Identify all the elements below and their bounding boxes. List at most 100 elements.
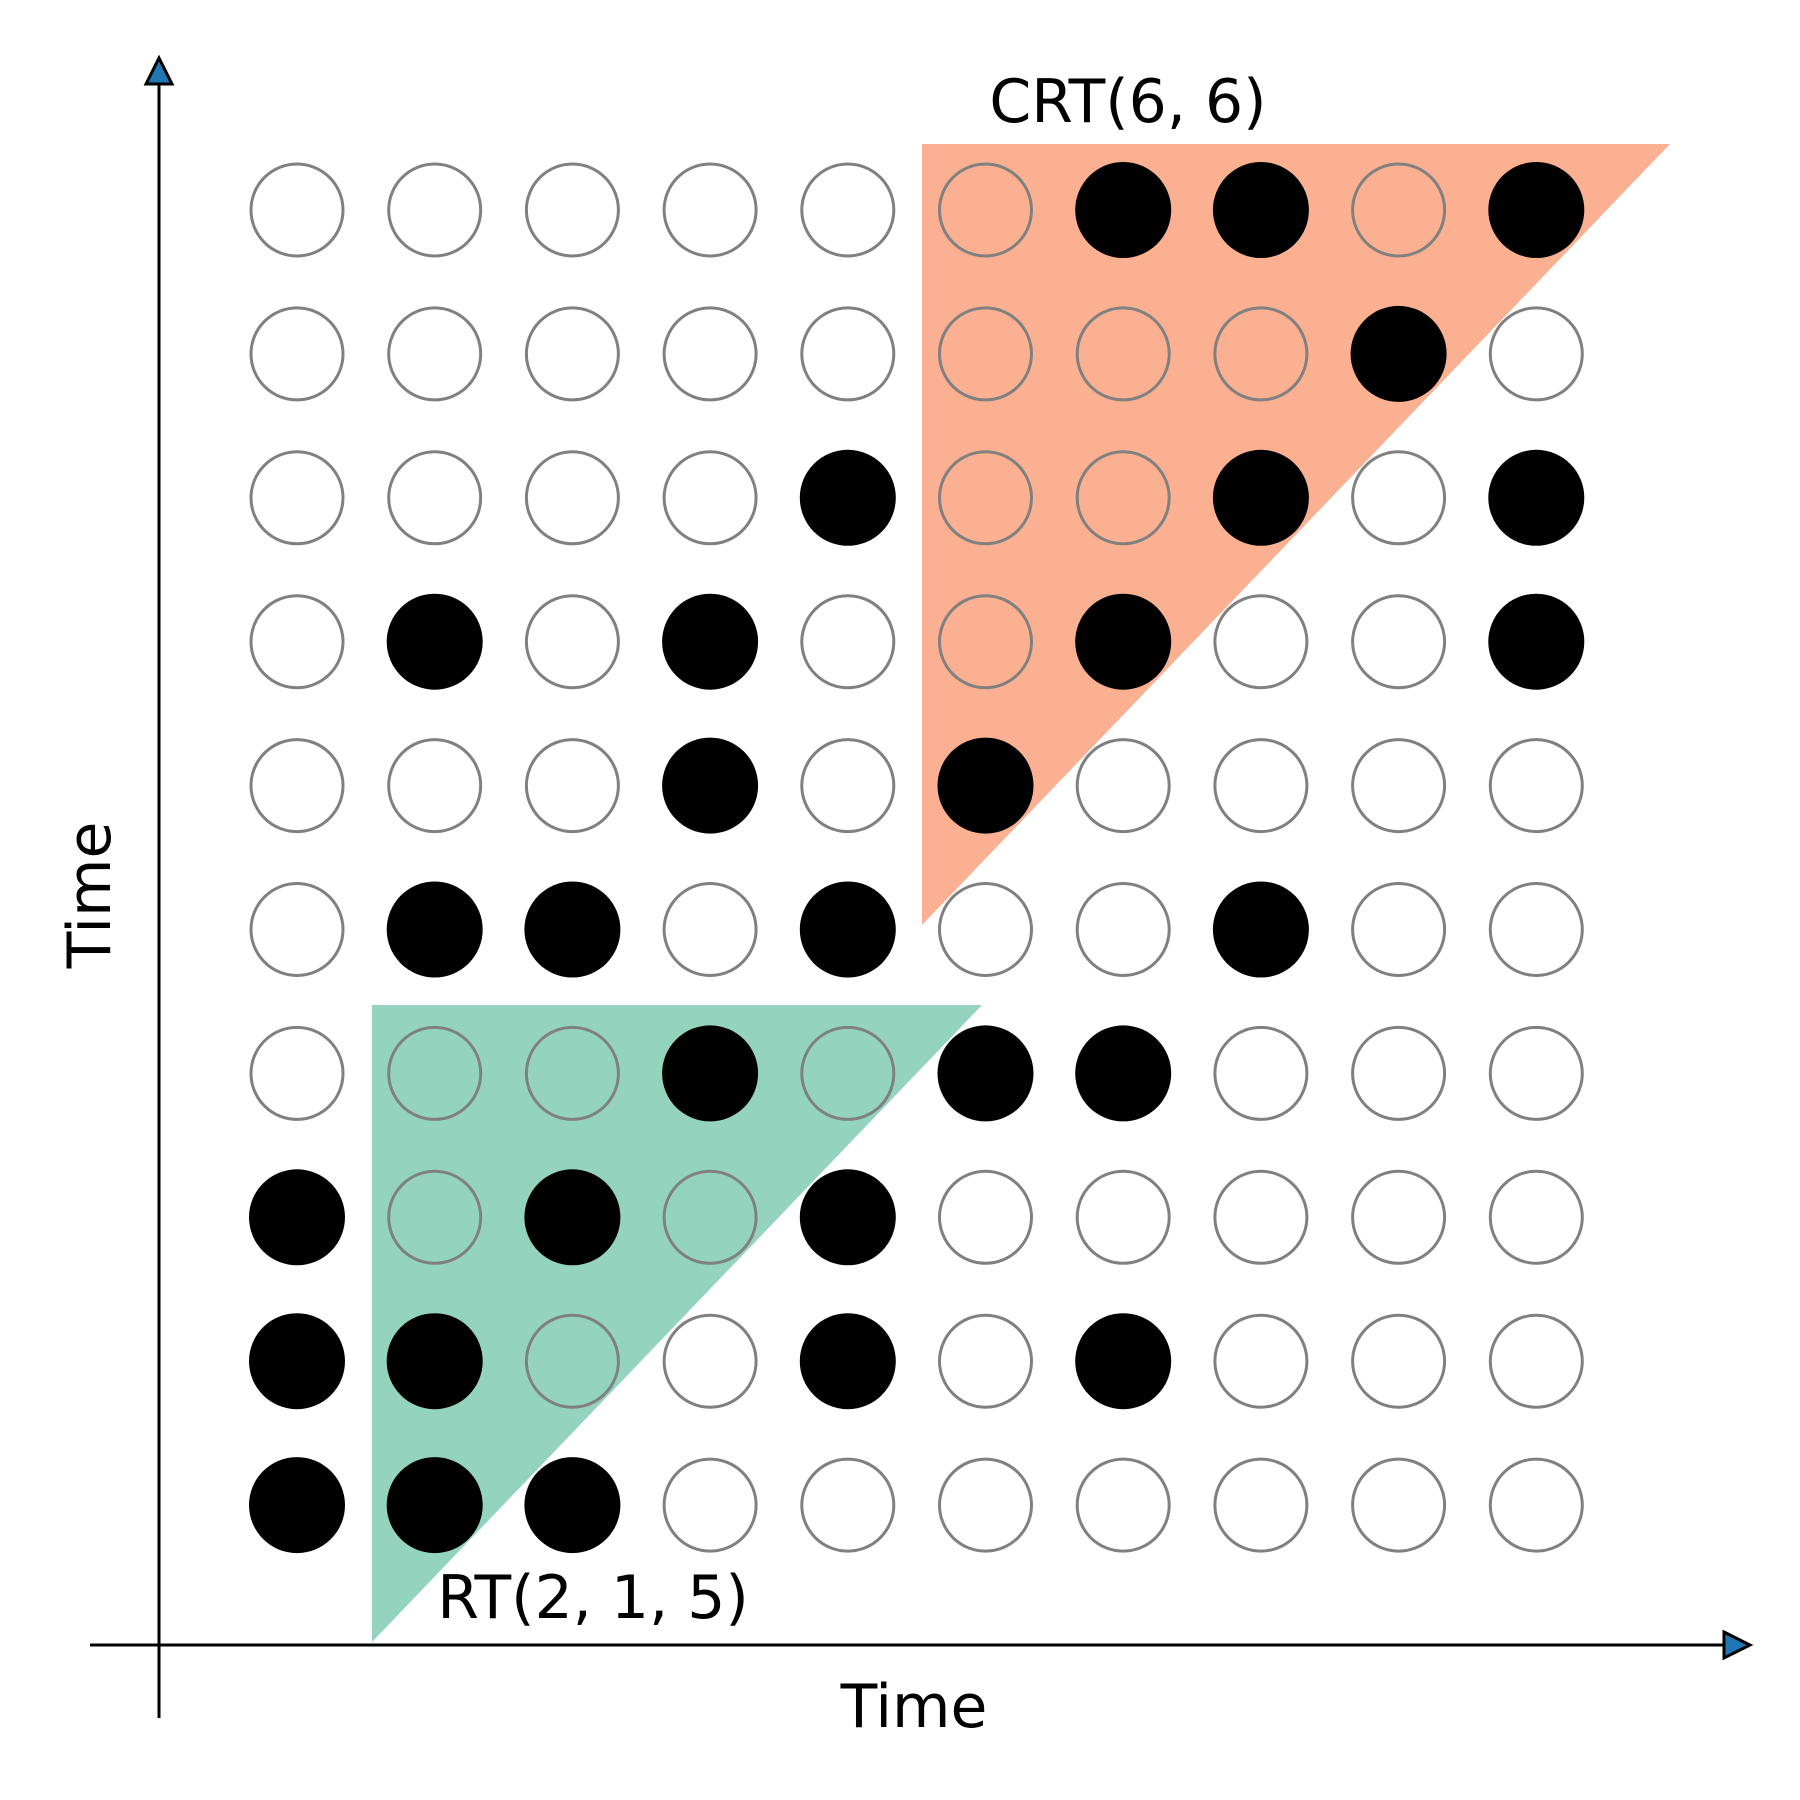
filled-dot: [386, 1313, 483, 1410]
empty-dot: [800, 594, 896, 690]
empty-dot: [524, 594, 620, 690]
filled-dot: [1212, 162, 1309, 258]
filled-dot: [799, 1313, 896, 1410]
empty-dot: [1213, 1457, 1309, 1553]
x-axis-label: Time: [840, 1672, 988, 1742]
empty-dot: [662, 450, 758, 546]
empty-dot: [938, 1169, 1033, 1265]
filled-dot: [386, 1457, 483, 1554]
filled-dot: [1488, 593, 1585, 690]
empty-dot: [249, 738, 345, 834]
rt-region-label: RT(2, 1, 5): [437, 1563, 749, 1633]
filled-dot: [662, 1025, 759, 1122]
empty-dot: [1351, 738, 1447, 834]
empty-dot: [524, 738, 620, 834]
empty-dot: [524, 162, 620, 258]
empty-dot: [1351, 1025, 1447, 1121]
filled-dot: [386, 593, 483, 690]
empty-dot: [387, 162, 483, 258]
empty-dot: [387, 1025, 483, 1121]
empty-dot: [249, 162, 345, 258]
empty-dot: [1351, 882, 1447, 977]
filled-dot: [937, 737, 1034, 834]
crt-region-label: CRT(6, 6): [989, 67, 1266, 137]
crt-region: [922, 144, 1670, 925]
empty-dot: [1488, 1025, 1584, 1121]
x-axis-arrowhead: [1722, 1629, 1754, 1661]
filled-dot: [1350, 305, 1447, 402]
dot-grid: [249, 162, 1585, 1554]
filled-dot: [524, 1169, 621, 1266]
empty-dot: [524, 1313, 620, 1409]
empty-dot: [938, 594, 1033, 690]
empty-dot: [1213, 1169, 1309, 1265]
empty-dot: [938, 1313, 1033, 1409]
filled-dot: [1212, 449, 1309, 546]
filled-dot: [1075, 162, 1172, 258]
empty-dot: [387, 306, 483, 402]
filled-dot: [249, 1457, 345, 1554]
empty-dot: [524, 306, 620, 402]
empty-dot: [387, 1169, 483, 1265]
filled-dot: [1075, 1313, 1172, 1410]
filled-dot: [799, 881, 896, 978]
empty-dot: [1488, 738, 1584, 834]
empty-dot: [1075, 450, 1171, 546]
empty-dot: [1488, 306, 1584, 402]
filled-dot: [1075, 1025, 1172, 1122]
empty-dot: [1075, 882, 1171, 977]
filled-dot: [662, 737, 759, 834]
empty-dot: [249, 594, 345, 690]
empty-dot: [1488, 1457, 1584, 1553]
empty-dot: [249, 1025, 345, 1121]
empty-dot: [1488, 882, 1584, 977]
empty-dot: [800, 1457, 896, 1553]
empty-dot: [524, 450, 620, 546]
empty-dot: [1351, 162, 1447, 258]
empty-dot: [1213, 1025, 1309, 1121]
empty-dot: [800, 738, 896, 834]
empty-dot: [1075, 1169, 1171, 1265]
y-axis-arrowhead: [143, 54, 175, 86]
empty-dot: [662, 1169, 758, 1265]
empty-dot: [249, 306, 345, 402]
empty-dot: [662, 882, 758, 977]
filled-dot: [249, 1313, 345, 1410]
empty-dot: [1075, 738, 1171, 834]
empty-dot: [662, 162, 758, 258]
empty-dot: [1488, 1313, 1584, 1409]
filled-dot: [1488, 162, 1585, 258]
filled-dot: [1488, 449, 1585, 546]
empty-dot: [387, 450, 483, 546]
empty-dot: [249, 882, 345, 977]
empty-dot: [938, 450, 1033, 546]
filled-dot: [249, 1169, 345, 1266]
empty-dot: [662, 1457, 758, 1553]
empty-dot: [662, 306, 758, 402]
empty-dot: [800, 1025, 896, 1121]
empty-dot: [800, 306, 896, 402]
empty-dot: [1213, 594, 1309, 690]
empty-dot: [938, 1457, 1033, 1553]
filled-dot: [662, 593, 759, 690]
filled-dot: [937, 1025, 1034, 1122]
y-axis-label: Time: [55, 822, 125, 970]
empty-dot: [1351, 1457, 1447, 1553]
filled-dot: [524, 881, 621, 978]
empty-dot: [1213, 1313, 1309, 1409]
empty-dot: [1351, 1169, 1447, 1265]
empty-dot: [800, 162, 896, 258]
empty-dot: [1351, 594, 1447, 690]
filled-dot: [386, 881, 483, 978]
empty-dot: [524, 1025, 620, 1121]
empty-dot: [1075, 1457, 1171, 1553]
empty-dot: [387, 738, 483, 834]
filled-dot: [799, 1169, 896, 1266]
empty-dot: [1213, 306, 1309, 402]
empty-dot: [1213, 738, 1309, 834]
empty-dot: [249, 450, 345, 546]
empty-dot: [1488, 1169, 1584, 1265]
empty-dot: [938, 306, 1033, 402]
filled-dot: [799, 449, 896, 546]
